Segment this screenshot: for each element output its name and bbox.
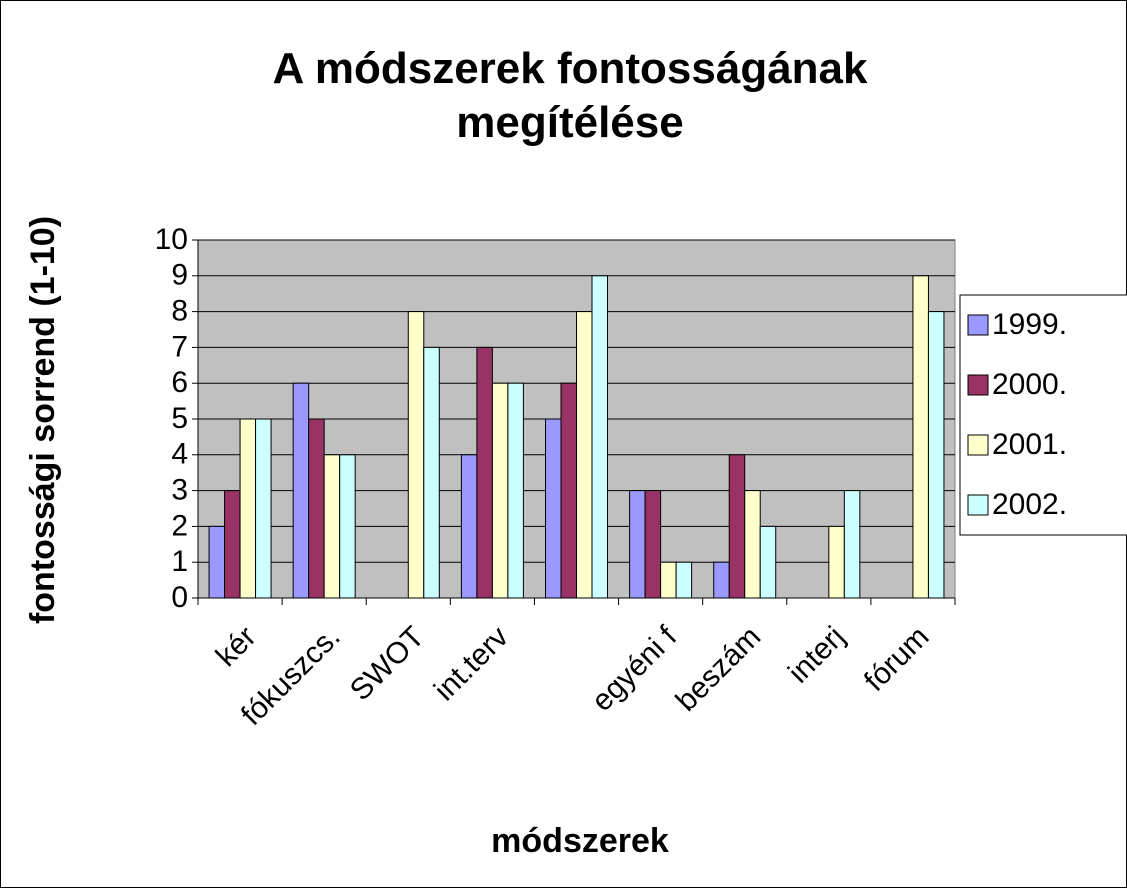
bar bbox=[339, 454, 356, 599]
bar bbox=[323, 454, 341, 599]
legend-swatch bbox=[967, 374, 989, 396]
y-tick-label: 2 bbox=[171, 509, 188, 542]
bar bbox=[843, 490, 861, 599]
bar bbox=[675, 561, 693, 599]
y-tick-label: 8 bbox=[171, 295, 188, 328]
bar bbox=[744, 490, 761, 599]
bar bbox=[292, 382, 310, 599]
y-tick-label: 3 bbox=[171, 474, 188, 507]
bar bbox=[828, 525, 845, 599]
bar bbox=[759, 525, 777, 599]
legend-label: 1999. bbox=[992, 308, 1067, 341]
bar bbox=[476, 346, 493, 599]
bar bbox=[239, 418, 257, 599]
bar bbox=[560, 382, 577, 599]
bar bbox=[224, 490, 241, 599]
legend-label: 2000. bbox=[992, 368, 1067, 401]
bar bbox=[576, 311, 593, 599]
bar bbox=[660, 561, 677, 599]
bar bbox=[460, 454, 478, 599]
y-tick-label: 10 bbox=[155, 223, 188, 256]
y-tick-label: 9 bbox=[171, 259, 188, 292]
bar bbox=[208, 525, 226, 599]
legend-swatch bbox=[967, 314, 989, 336]
bar bbox=[491, 382, 509, 599]
bar bbox=[407, 311, 425, 599]
bar bbox=[423, 346, 440, 599]
bar bbox=[507, 382, 524, 599]
y-tick-label: 5 bbox=[171, 402, 188, 435]
bar bbox=[591, 275, 608, 599]
bar bbox=[308, 418, 325, 599]
bar bbox=[545, 418, 562, 599]
bar bbox=[713, 561, 730, 599]
y-tick-label: 7 bbox=[171, 330, 188, 363]
legend-label: 2001. bbox=[992, 428, 1067, 461]
y-tick-label: 4 bbox=[171, 438, 188, 471]
y-tick-label: 6 bbox=[171, 366, 188, 399]
legend-label: 2002. bbox=[992, 488, 1067, 521]
bar bbox=[644, 490, 662, 599]
bar bbox=[629, 490, 646, 599]
y-tick-label: 1 bbox=[171, 545, 188, 578]
bar bbox=[255, 418, 272, 599]
y-tick-label: 0 bbox=[171, 581, 188, 614]
y-axis-label: fontossági sorrend (1-10) bbox=[24, 216, 62, 624]
legend-swatch bbox=[967, 434, 989, 456]
bar bbox=[912, 275, 929, 599]
chart-title: A módszerek fontosságának megítélése bbox=[272, 44, 868, 147]
x-axis-label: módszerek bbox=[491, 822, 669, 860]
bar bbox=[728, 454, 746, 599]
bar bbox=[927, 311, 945, 599]
legend-swatch bbox=[967, 494, 989, 516]
